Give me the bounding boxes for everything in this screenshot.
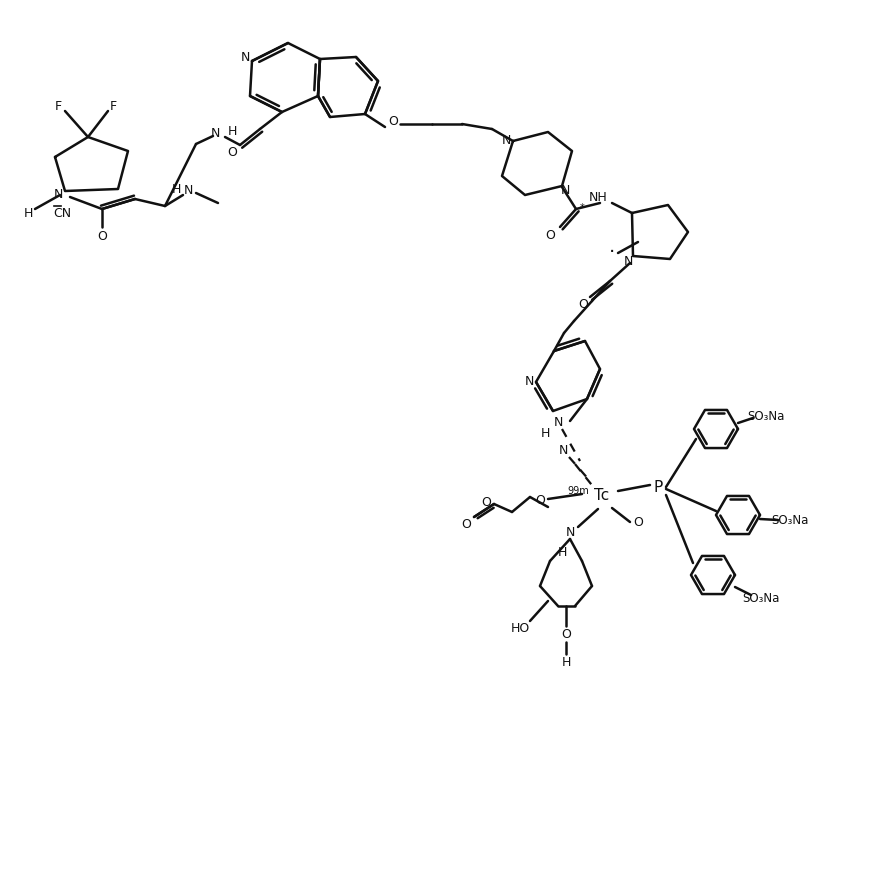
Text: N: N [240, 51, 249, 64]
Text: Tc: Tc [594, 487, 609, 502]
Text: P: P [653, 480, 662, 495]
Text: H: H [557, 545, 566, 558]
Text: O: O [632, 516, 642, 529]
Text: H: H [227, 124, 236, 137]
Text: *: * [579, 203, 584, 213]
Text: N: N [558, 443, 567, 456]
Text: H: H [23, 206, 33, 219]
Text: N: N [210, 127, 220, 139]
Text: O: O [481, 496, 491, 509]
Text: N: N [622, 254, 632, 268]
Text: N: N [183, 183, 192, 197]
Text: SO₃Na: SO₃Na [741, 591, 779, 604]
Text: NH: NH [588, 190, 607, 203]
Text: N: N [565, 525, 574, 538]
Text: ·: · [608, 242, 614, 261]
Text: N: N [501, 134, 510, 146]
Text: SO₃Na: SO₃Na [746, 409, 784, 422]
Text: N: N [560, 183, 569, 197]
Text: SO₃Na: SO₃Na [771, 514, 808, 527]
Text: O: O [388, 114, 398, 128]
Text: O: O [97, 229, 106, 242]
Text: H: H [171, 183, 181, 195]
Text: CN: CN [53, 206, 71, 219]
Text: O: O [578, 297, 587, 310]
Text: O: O [227, 145, 237, 159]
Text: H: H [561, 655, 570, 668]
Text: F: F [109, 99, 116, 113]
Text: N: N [54, 187, 63, 200]
Text: O: O [535, 493, 544, 506]
Text: O: O [460, 518, 470, 531]
Text: N: N [552, 415, 562, 428]
Text: HO: HO [510, 622, 529, 634]
Text: O: O [561, 628, 570, 641]
Text: 99m: 99m [567, 486, 588, 495]
Text: N: N [524, 374, 533, 387]
Text: F: F [55, 99, 62, 113]
Text: H: H [540, 426, 549, 439]
Text: O: O [544, 229, 554, 241]
